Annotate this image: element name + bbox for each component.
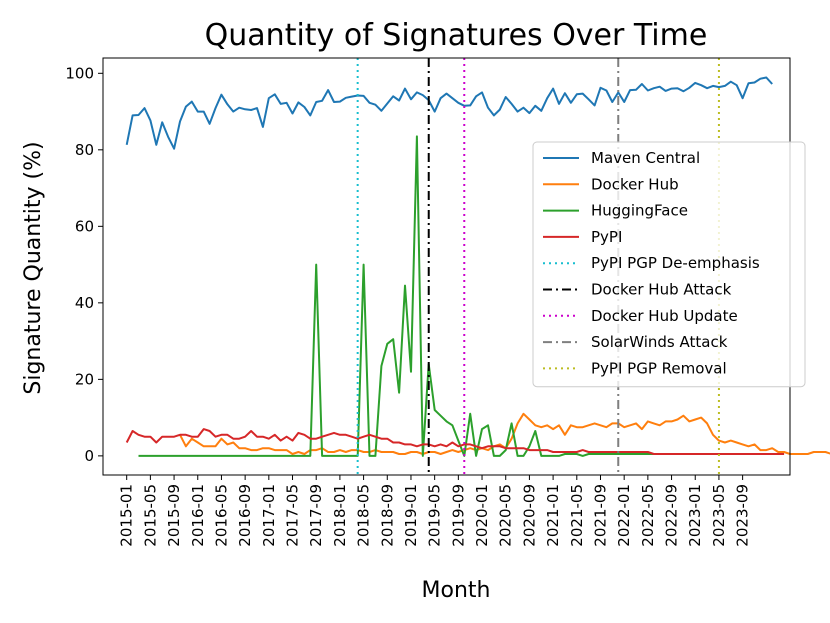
- x-tick-label: 2015-09: [165, 484, 183, 547]
- x-axis-title: Month: [422, 578, 491, 603]
- legend-label: HuggingFace: [591, 202, 688, 220]
- x-tick-label: 2023-01: [686, 484, 704, 547]
- x-tick-label: 2015-05: [141, 484, 159, 547]
- x-tick-label: 2018-09: [378, 484, 396, 547]
- series-line-docker-hub: [179, 412, 830, 455]
- x-tick-label: 2015-01: [118, 484, 136, 547]
- legend-label: PyPI PGP De-emphasis: [591, 254, 760, 272]
- x-tick-label: 2020-09: [520, 484, 538, 547]
- legend-label: PyPI PGP Removal: [591, 359, 727, 377]
- legend-label: Maven Central: [591, 149, 700, 167]
- x-tick-label: 2019-01: [402, 484, 420, 547]
- x-tick-label: 2016-09: [236, 484, 254, 547]
- x-tick-label: 2017-09: [307, 484, 325, 547]
- chart-title: Quantity of Signatures Over Time: [205, 18, 708, 53]
- y-tick-label: 60: [75, 217, 94, 235]
- x-tick-label: 2021-05: [568, 484, 586, 547]
- x-tick-label: 2018-05: [355, 484, 373, 547]
- y-tick-label: 100: [65, 64, 94, 82]
- x-tick-label: 2022-01: [615, 484, 633, 547]
- y-tick-label: 20: [75, 370, 94, 388]
- x-tick-label: 2022-05: [639, 484, 657, 547]
- x-tick-label: 2016-05: [212, 484, 230, 547]
- legend-label: Docker Hub Attack: [591, 281, 732, 299]
- legend-label: SolarWinds Attack: [591, 333, 728, 351]
- legend-label: Docker Hub: [591, 175, 679, 193]
- x-tick-label: 2022-09: [663, 484, 681, 547]
- series-line-maven-central: [125, 76, 773, 150]
- x-tick-label: 2019-09: [449, 484, 467, 547]
- legend-label: Docker Hub Update: [591, 307, 738, 325]
- legend-box: [532, 141, 806, 388]
- x-tick-label: 2020-05: [497, 484, 515, 547]
- y-tick-label: 40: [75, 294, 94, 312]
- x-tick-label: 2017-05: [284, 484, 302, 547]
- series-line-pypi: [125, 428, 785, 455]
- x-tick-label: 2023-09: [734, 484, 752, 547]
- legend-label: PyPI: [591, 228, 622, 246]
- y-axis-title: Signature Quantity (%): [21, 141, 46, 394]
- x-tick-label: 2021-01: [544, 484, 562, 547]
- x-tick-label: 2023-05: [710, 484, 728, 547]
- x-tick-label: 2018-01: [331, 484, 349, 547]
- x-tick-label: 2021-09: [592, 484, 610, 547]
- x-tick-label: 2020-01: [473, 484, 491, 547]
- x-tick-label: 2016-01: [189, 484, 207, 547]
- x-tick-label: 2019-05: [426, 484, 444, 547]
- x-tick-label: 2017-01: [260, 484, 278, 547]
- y-tick-label: 0: [84, 447, 94, 465]
- y-tick-label: 80: [75, 141, 94, 159]
